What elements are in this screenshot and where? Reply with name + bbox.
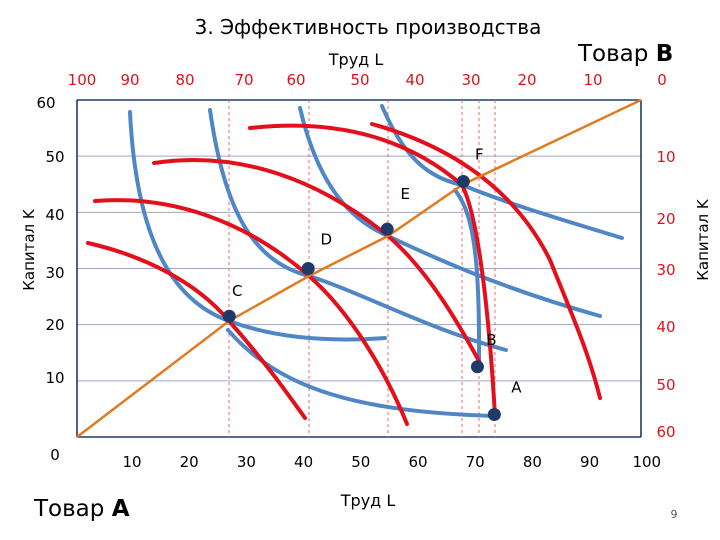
bottom-labor-tick: 70 bbox=[466, 453, 485, 471]
page-number: 9 bbox=[671, 508, 678, 521]
left-capital-tick: 50 bbox=[45, 148, 64, 166]
contract-curve bbox=[76, 98, 642, 438]
top-labor-tick: 50 bbox=[350, 71, 369, 89]
left-capital-tick: 40 bbox=[45, 206, 64, 224]
top-labor-tick: 90 bbox=[120, 71, 139, 89]
good-a-word: Товар bbox=[33, 496, 104, 522]
top-labor-tick: 30 bbox=[461, 71, 480, 89]
point-label-d: D bbox=[320, 231, 332, 249]
left-capital-tick: 20 bbox=[45, 316, 64, 334]
point-label-c: C bbox=[232, 282, 242, 300]
labor-top-axis-label: Труд L bbox=[328, 50, 384, 69]
isoquant-a-2 bbox=[208, 108, 508, 352]
good-b-letter: B bbox=[656, 41, 674, 67]
bottom-labor-tick: 30 bbox=[237, 453, 256, 471]
bottom-labor-tick: 20 bbox=[180, 453, 199, 471]
equilibrium-points: A B C D E F bbox=[222, 145, 522, 422]
isoquants-good-a bbox=[128, 104, 624, 418]
point-d bbox=[301, 262, 315, 275]
top-labor-tick: 10 bbox=[583, 71, 602, 89]
right-capital-tick: 60 bbox=[656, 423, 675, 441]
top-labor-tick: 80 bbox=[175, 71, 194, 89]
isoquant-a-5 bbox=[226, 328, 497, 418]
good-a-letter: A bbox=[112, 496, 130, 522]
isoquant-b-3 bbox=[152, 158, 481, 363]
good-a-label: Товар A bbox=[33, 496, 130, 522]
capital-left-axis-label: Капитал K bbox=[20, 208, 38, 291]
top-labor-tick: 0 bbox=[657, 71, 667, 89]
right-capital-tick: 20 bbox=[656, 210, 675, 228]
left-capital-tick: 0 bbox=[50, 446, 60, 464]
bottom-labor-tick: 80 bbox=[523, 453, 542, 471]
isoquants-good-b bbox=[86, 122, 602, 426]
isoquant-b-1 bbox=[86, 241, 307, 420]
right-capital-tick: 30 bbox=[656, 261, 675, 279]
good-b-word: Товар bbox=[577, 41, 648, 67]
box-frame bbox=[76, 99, 642, 438]
top-labor-tick: 20 bbox=[517, 71, 536, 89]
point-b bbox=[470, 360, 484, 374]
point-label-a: A bbox=[511, 379, 522, 397]
right-capital-tick: 50 bbox=[656, 376, 675, 394]
point-e bbox=[380, 222, 394, 236]
grid-lines bbox=[77, 155, 641, 382]
point-c bbox=[222, 309, 236, 323]
capital-right-axis-label: Капитал K bbox=[694, 198, 712, 281]
top-labor-tick: 100 bbox=[68, 71, 97, 89]
top-labor-tick: 40 bbox=[405, 71, 424, 89]
point-a bbox=[487, 408, 501, 422]
top-labor-tick: 60 bbox=[286, 71, 305, 89]
right-capital-tick: 40 bbox=[656, 318, 675, 336]
bottom-labor-tick: 40 bbox=[294, 453, 313, 471]
point-label-b: B bbox=[486, 331, 496, 349]
top-labor-tick: 70 bbox=[234, 71, 253, 89]
left-capital-tick: 30 bbox=[45, 264, 64, 282]
bottom-labor-tick: 50 bbox=[351, 453, 370, 471]
point-label-e: E bbox=[400, 185, 409, 203]
isoquant-a-6 bbox=[453, 188, 482, 362]
point-label-f: F bbox=[475, 145, 484, 163]
isoquant-b-4 bbox=[248, 123, 497, 418]
labor-bottom-axis-label: Труд L bbox=[340, 491, 396, 510]
isoquant-b-5 bbox=[370, 122, 602, 400]
left-capital-tick: 60 bbox=[36, 94, 55, 112]
left-capital-tick: 10 bbox=[45, 369, 64, 387]
bottom-labor-tick: 100 bbox=[632, 453, 661, 471]
isoquant-b-2 bbox=[93, 198, 409, 426]
bottom-labor-tick: 60 bbox=[408, 453, 427, 471]
bottom-labor-tick: 10 bbox=[122, 453, 141, 471]
slide-title: 3. Эффективность производства bbox=[195, 15, 542, 39]
bottom-labor-tick: 90 bbox=[580, 453, 599, 471]
good-b-label: Товар B bbox=[577, 41, 673, 67]
point-f bbox=[456, 174, 470, 188]
right-capital-tick: 10 bbox=[656, 148, 675, 166]
